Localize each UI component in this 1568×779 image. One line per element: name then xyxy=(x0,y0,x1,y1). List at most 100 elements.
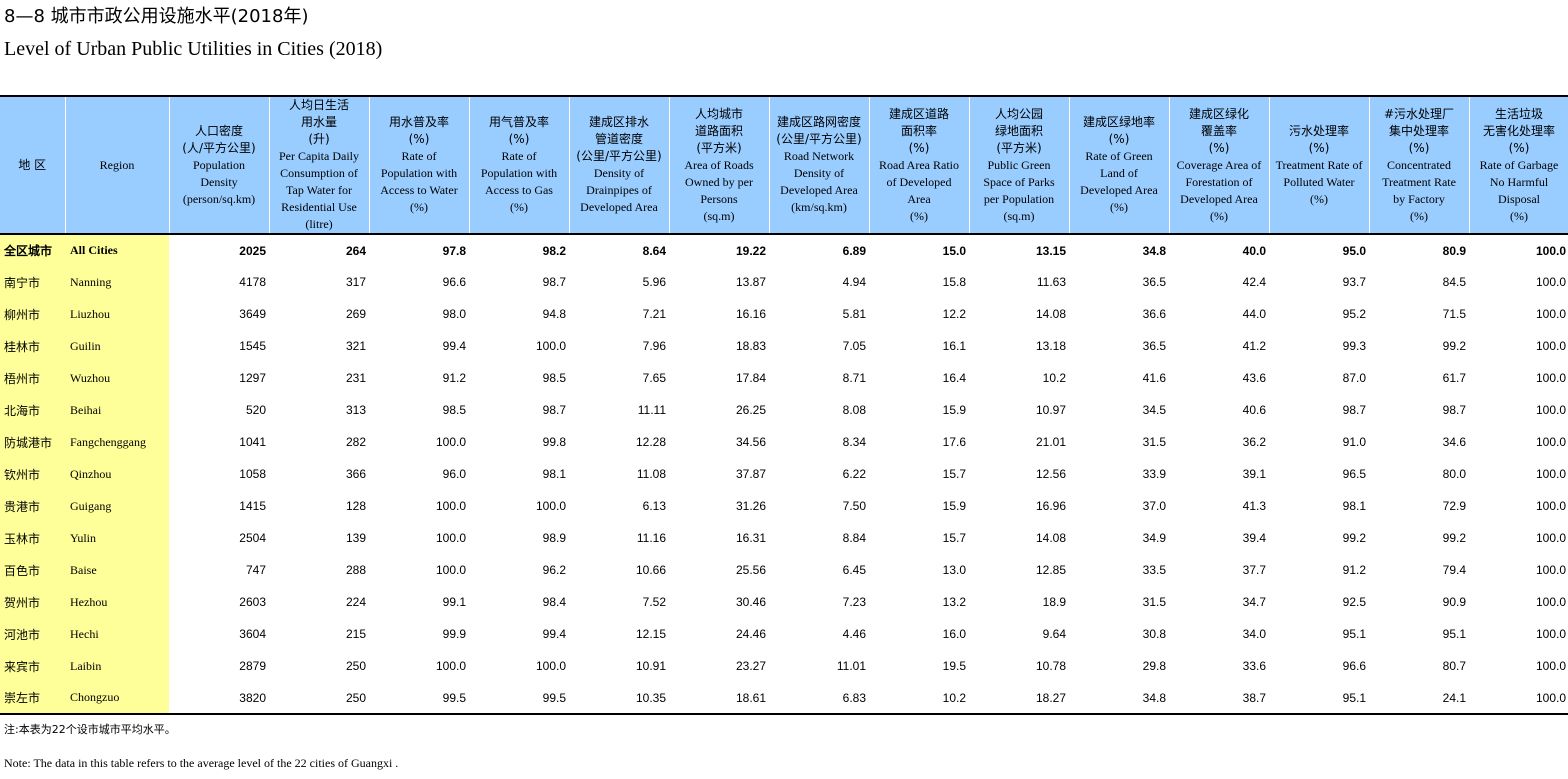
column-header-en-line: by Factory xyxy=(1393,191,1445,206)
table-cell: 321 xyxy=(345,339,366,353)
table-cell: 11.63 xyxy=(1036,275,1066,289)
column-header-en-line: Access to Water xyxy=(380,183,458,197)
table-cell: 128 xyxy=(345,499,366,513)
column-header-en-line: (person/sq.km) xyxy=(182,191,256,206)
region-name-en: Yulin xyxy=(65,522,169,554)
table-cell: 100.0 xyxy=(435,531,466,545)
table-cell: 97.8 xyxy=(442,243,466,258)
table-cell: 8.64 xyxy=(642,243,666,258)
column-header-cn-line: 建成区道路 xyxy=(888,106,949,121)
table-cell: 79.4 xyxy=(1442,563,1466,577)
table-cell: 99.5 xyxy=(469,682,569,715)
table-cell: 7.52 xyxy=(642,595,666,609)
table-row: 柳州市 Liuzhou 3649 269 98.0 94.8 7.21 16.16 5.81 12… xyxy=(0,298,1568,330)
region-name-cn: 贵港市 xyxy=(0,490,65,522)
table-cell: 36.5 xyxy=(1142,339,1166,353)
region-name-en: Nanning xyxy=(65,266,169,298)
column-header-en-line: Developed Area xyxy=(1080,183,1158,197)
region-name-cn: 桂林市 xyxy=(0,330,65,362)
table-cell: 95.1 xyxy=(1442,627,1466,641)
table-cell: 40.6 xyxy=(1242,403,1266,417)
table-cell: 98.7 xyxy=(542,275,566,289)
column-header-en-line: Disposal xyxy=(1498,191,1540,206)
table-cell: 10.97 xyxy=(1035,403,1066,417)
table-row: 玉林市 Yulin 2504 139 100.0 98.9 11.16 16.31 8.84 15… xyxy=(0,522,1568,554)
table-cell: 99.9 xyxy=(442,627,466,641)
column-header-cn-line: 用水量 xyxy=(300,115,337,129)
table-cell: 30.8 xyxy=(1142,627,1166,641)
table-cell: 100.0 xyxy=(1535,563,1566,577)
table-cell: 99.4 xyxy=(442,339,466,353)
table-cell: 100.0 xyxy=(1535,659,1566,673)
page-title-english: Level of Urban Public Utilities in Citie… xyxy=(4,38,383,60)
column-header-cn-line: 建成区路网密度 xyxy=(776,115,861,129)
column-header-en-line: Road Area Ratio xyxy=(879,157,959,172)
column-header-cn-line: 集中处理率 xyxy=(1388,123,1449,138)
table-cell: 41.3 xyxy=(1242,499,1266,513)
column-header-en-line: Coverage Area of xyxy=(1176,157,1262,172)
region-name-cn: 崇左市 xyxy=(0,682,65,715)
table-cell: 100.0 xyxy=(535,339,566,353)
table-cell: 1545 xyxy=(239,339,266,353)
region-name-en: Beihai xyxy=(65,394,169,426)
table-cell: 215 xyxy=(345,627,366,641)
table-cell: 12.2 xyxy=(942,307,966,321)
table-cell: 96.0 xyxy=(442,467,466,481)
table-cell: 98.9 xyxy=(542,531,566,545)
column-header-cn-line: 建成区绿化 xyxy=(1188,106,1249,121)
table-cell: 91.2 xyxy=(442,371,466,385)
table-cell: 8.84 xyxy=(842,531,866,545)
region-name-cn: 钦州市 xyxy=(0,458,65,490)
table-cell: 100.0 xyxy=(435,563,466,577)
column-header-en-line: Rate of xyxy=(401,149,437,163)
table-cell: 95.2 xyxy=(1342,307,1366,321)
table-cell: 11.16 xyxy=(636,531,666,545)
table-cell: 71.5 xyxy=(1442,307,1466,321)
column-header-en-line: Developed Area xyxy=(780,183,858,197)
table-body: 全区城市 All Cities 2025 264 97.8 98.2 8.64 19.22 6.… xyxy=(0,234,1568,715)
column-header-en-line: Rate of Green xyxy=(1085,149,1153,163)
column-header-cn-line: 建成区绿地率 xyxy=(1082,115,1155,129)
table-cell: 3649 xyxy=(239,307,266,321)
region-name-en: Baise xyxy=(65,554,169,586)
table-cell: 34.0 xyxy=(1242,627,1266,641)
table-cell: 92.5 xyxy=(1342,595,1366,609)
table-cell: 250 xyxy=(345,659,366,673)
column-header-cn-line: 绿地面积 xyxy=(994,123,1043,138)
column-header-en-line: Population xyxy=(192,157,245,172)
region-name-en: Liuzhou xyxy=(65,298,169,330)
table-cell: 16.4 xyxy=(942,371,966,385)
region-name-cn: 贺州市 xyxy=(0,586,65,618)
column-header-cn-line: 用气普及率 xyxy=(488,115,549,129)
table-cell: 282 xyxy=(345,435,366,449)
column-header: 人均城市 道路面积 (平方米) Area of Roads Owned by per Pe… xyxy=(669,95,770,235)
column-header-cn-line: (%) xyxy=(1308,140,1330,155)
column-header: #污水处理厂 集中处理率 (%) Concentrated Treatment Rate… xyxy=(1369,95,1470,235)
column-header-en-line: Density xyxy=(200,174,238,189)
table-cell: 23.27 xyxy=(735,659,766,673)
column-header-en-line: Population with xyxy=(480,166,558,180)
region-name-cn: 防城港市 xyxy=(0,426,65,458)
column-header-en-line: (%) xyxy=(1210,208,1228,223)
column-header: 建成区绿化 覆盖率 (%) Coverage Area of Forestation o… xyxy=(1169,95,1270,235)
table-cell: 36.5 xyxy=(1142,275,1166,289)
table-cell: 11.01 xyxy=(836,659,866,673)
table-row: 桂林市 Guilin 1545 321 99.4 100.0 7.96 18.83 7.05 16… xyxy=(0,330,1568,362)
table-row: 南宁市 Nanning 4178 317 96.6 98.7 5.96 13.87 4.94 15… xyxy=(0,266,1568,298)
table-cell: 15.8 xyxy=(942,275,966,289)
table-cell: 13.2 xyxy=(942,595,966,609)
column-header-cn-line: (%) xyxy=(1208,140,1230,155)
region-name-cn: 南宁市 xyxy=(0,266,65,298)
table-cell: 98.1 xyxy=(542,467,566,481)
table-cell: 3820 xyxy=(169,682,269,715)
table-cell: 10.2 xyxy=(1042,371,1066,385)
table-cell: 7.21 xyxy=(642,307,666,321)
table-cell: 5.81 xyxy=(842,307,866,321)
column-header-en-line: (%) xyxy=(510,200,528,214)
table-cell: 7.05 xyxy=(842,339,866,353)
table-cell: 43.6 xyxy=(1242,371,1266,385)
column-header: 生活垃圾 无害化处理率 (%) Rate of Garbage No Harmful Di… xyxy=(1469,95,1568,235)
region-cn-header: 地 区 xyxy=(0,95,66,235)
table-cell: 44.0 xyxy=(1242,307,1266,321)
table-cell: 31.5 xyxy=(1142,595,1166,609)
